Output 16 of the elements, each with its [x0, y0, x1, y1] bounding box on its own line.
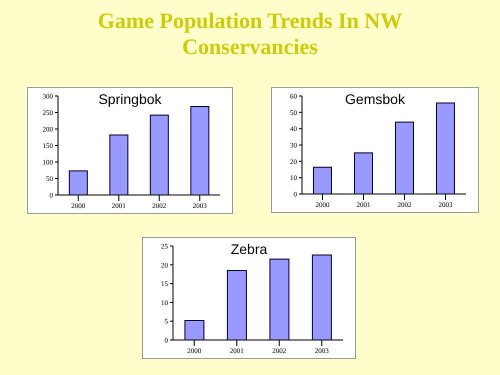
chart-title: Zebra [230, 241, 268, 257]
text: Game Population Trends In NW Conservancies [96, 8, 404, 60]
bar [109, 134, 128, 195]
bar [269, 258, 290, 340]
bar [226, 270, 247, 340]
bar [190, 106, 210, 195]
bar [184, 320, 204, 340]
chart-title: Springbok [98, 91, 162, 107]
bar [354, 152, 373, 194]
chart-title: Gemsbok [345, 91, 405, 107]
bar [312, 254, 332, 340]
bar [68, 170, 88, 195]
bar [150, 114, 169, 195]
bar [436, 102, 455, 194]
bar [312, 166, 332, 194]
bar [394, 122, 414, 194]
